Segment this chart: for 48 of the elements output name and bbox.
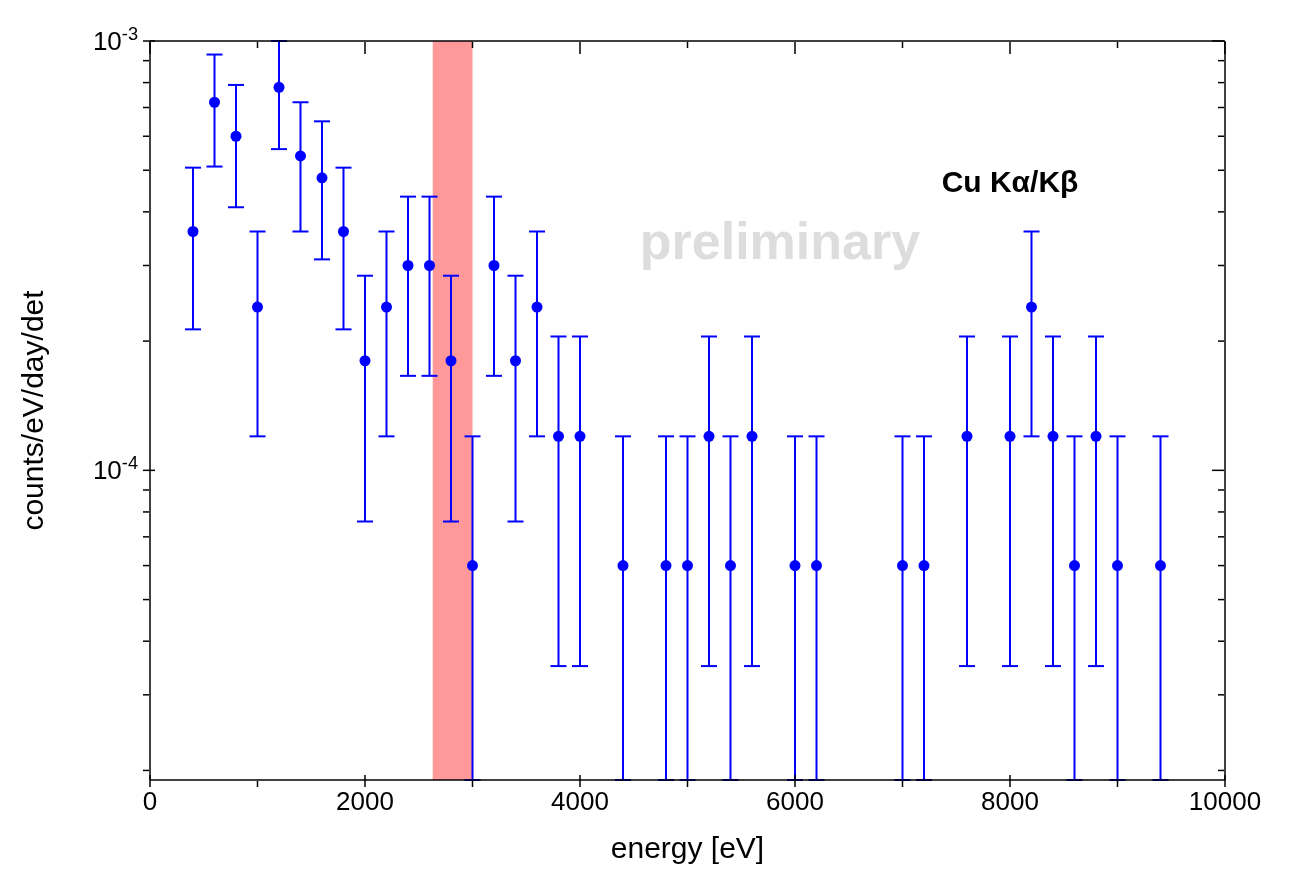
point xyxy=(510,355,521,367)
point xyxy=(789,560,801,572)
x-tick-label: 0 xyxy=(142,786,158,816)
point xyxy=(660,560,672,572)
point xyxy=(1069,560,1080,572)
point xyxy=(961,430,973,442)
x-tick-label: 4000 xyxy=(551,786,609,816)
point xyxy=(187,226,199,237)
point xyxy=(682,560,693,572)
y-axis-title: counts/eV/day/det xyxy=(15,289,49,531)
point xyxy=(209,96,220,108)
point xyxy=(703,430,715,442)
point xyxy=(424,259,435,271)
y-tick-label: 10$^{-4}$ xyxy=(92,453,138,486)
point xyxy=(1047,430,1059,442)
x-axis-title: energy [eV] xyxy=(610,831,765,864)
x-tick-label: 8000 xyxy=(981,786,1039,816)
point xyxy=(725,560,736,572)
point xyxy=(1026,301,1037,313)
point xyxy=(316,172,328,184)
point xyxy=(402,259,414,271)
point xyxy=(338,226,349,237)
point xyxy=(445,355,457,367)
point xyxy=(381,301,392,313)
point xyxy=(1112,560,1123,572)
point xyxy=(295,150,306,162)
point xyxy=(1155,560,1166,572)
point xyxy=(746,430,758,442)
point xyxy=(230,130,242,142)
point xyxy=(359,355,371,367)
point xyxy=(897,560,908,572)
x-tick-label: 2000 xyxy=(336,786,394,816)
point xyxy=(1090,430,1102,442)
point xyxy=(531,301,543,313)
point xyxy=(467,560,478,572)
point xyxy=(1004,430,1016,442)
x-tick-label: 6000 xyxy=(766,786,824,816)
y-tick-label: 10$^{-3}$ xyxy=(92,24,138,56)
point xyxy=(918,560,930,572)
point xyxy=(488,259,500,271)
point xyxy=(553,430,564,442)
point xyxy=(811,560,822,572)
point xyxy=(273,81,285,93)
annotation: Cu Kα/Kβ xyxy=(941,165,1079,199)
point xyxy=(252,301,263,313)
point xyxy=(574,430,586,442)
x-tick-label: 10000 xyxy=(1188,786,1262,816)
point xyxy=(617,560,629,572)
